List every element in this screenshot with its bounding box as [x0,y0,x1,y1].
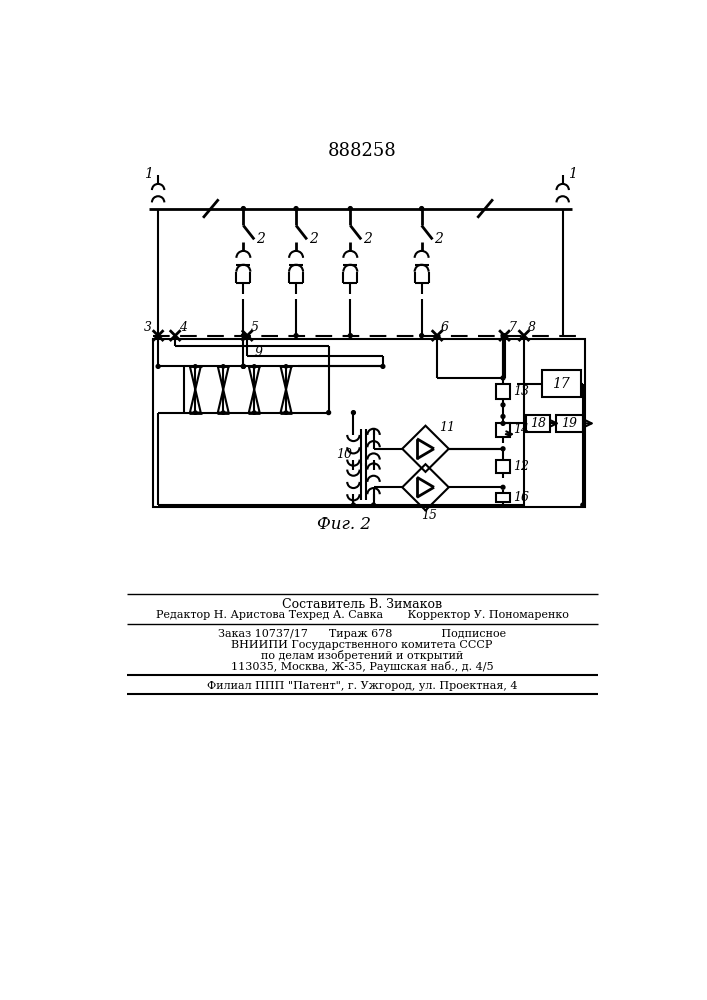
Circle shape [252,411,256,414]
Text: 1: 1 [568,167,577,181]
Text: Редактор Н. Аристова Техред А. Савка       Корректор У. Пономаренко: Редактор Н. Аристова Техред А. Савка Кор… [156,610,568,620]
Text: 15: 15 [421,509,438,522]
Text: Заказ 10737/17      Тираж 678              Подписное: Заказ 10737/17 Тираж 678 Подписное [218,629,506,639]
Circle shape [503,334,506,338]
Text: 6: 6 [441,321,449,334]
Circle shape [294,207,298,210]
Text: 1: 1 [144,167,153,181]
Text: 2: 2 [363,232,372,246]
Bar [556,415,583,432]
Circle shape [501,403,505,407]
Circle shape [501,376,505,380]
Text: 18: 18 [530,417,546,430]
Text: 2: 2 [256,232,265,246]
Text: 5: 5 [251,321,259,334]
Text: 8: 8 [527,321,536,334]
Text: по делам изобретений и открытий: по делам изобретений и открытий [261,650,463,661]
Text: 113035, Москва, Ж-35, Раушская наб., д. 4/5: 113035, Москва, Ж-35, Раушская наб., д. … [230,661,493,672]
Bar [496,493,510,502]
Circle shape [501,421,505,425]
Circle shape [420,334,423,338]
Text: 4: 4 [179,321,187,334]
Circle shape [381,364,385,368]
Circle shape [351,411,356,415]
Circle shape [252,365,256,368]
Bar [153,339,585,507]
Text: 13: 13 [513,385,529,398]
Circle shape [349,207,352,210]
Text: Филиал ППП "Патент", г. Ужгород, ул. Проектная, 4: Филиал ППП "Патент", г. Ужгород, ул. Про… [206,681,518,691]
Bar [526,415,549,432]
Circle shape [194,365,197,368]
Text: 17: 17 [552,377,570,391]
Circle shape [241,207,245,210]
Circle shape [284,365,288,368]
Circle shape [194,411,197,414]
Text: 7: 7 [508,321,516,334]
Circle shape [241,364,245,368]
Text: 2: 2 [309,232,317,246]
Text: 3: 3 [144,321,152,334]
Circle shape [294,334,298,338]
Text: 11: 11 [439,421,455,434]
Bar [496,423,510,437]
Bar [496,384,510,399]
Text: 10: 10 [336,448,352,461]
Text: 9: 9 [255,346,263,359]
Circle shape [221,365,225,368]
Circle shape [372,503,375,507]
Text: Составитель В. Зимаков: Составитель В. Зимаков [282,598,442,611]
Circle shape [241,334,245,338]
Text: Фиг. 2: Фиг. 2 [317,516,371,533]
Text: 2: 2 [434,232,443,246]
Circle shape [420,207,423,210]
Circle shape [156,364,160,368]
Text: 14: 14 [513,423,529,436]
Text: 19: 19 [561,417,577,430]
Circle shape [501,334,505,338]
Circle shape [501,485,505,489]
Circle shape [284,411,288,414]
Circle shape [581,503,585,507]
Circle shape [221,411,225,414]
Circle shape [349,334,352,338]
Bar [496,460,510,473]
Circle shape [351,503,356,507]
Circle shape [501,415,505,418]
Bar [542,370,580,397]
Text: 16: 16 [513,491,529,504]
Circle shape [327,411,331,415]
Text: 888258: 888258 [327,142,397,160]
Text: ВНИИПИ Государственного комитета СССР: ВНИИПИ Государственного комитета СССР [231,640,493,650]
Circle shape [241,364,245,368]
Circle shape [501,447,505,451]
Text: 12: 12 [513,460,529,473]
